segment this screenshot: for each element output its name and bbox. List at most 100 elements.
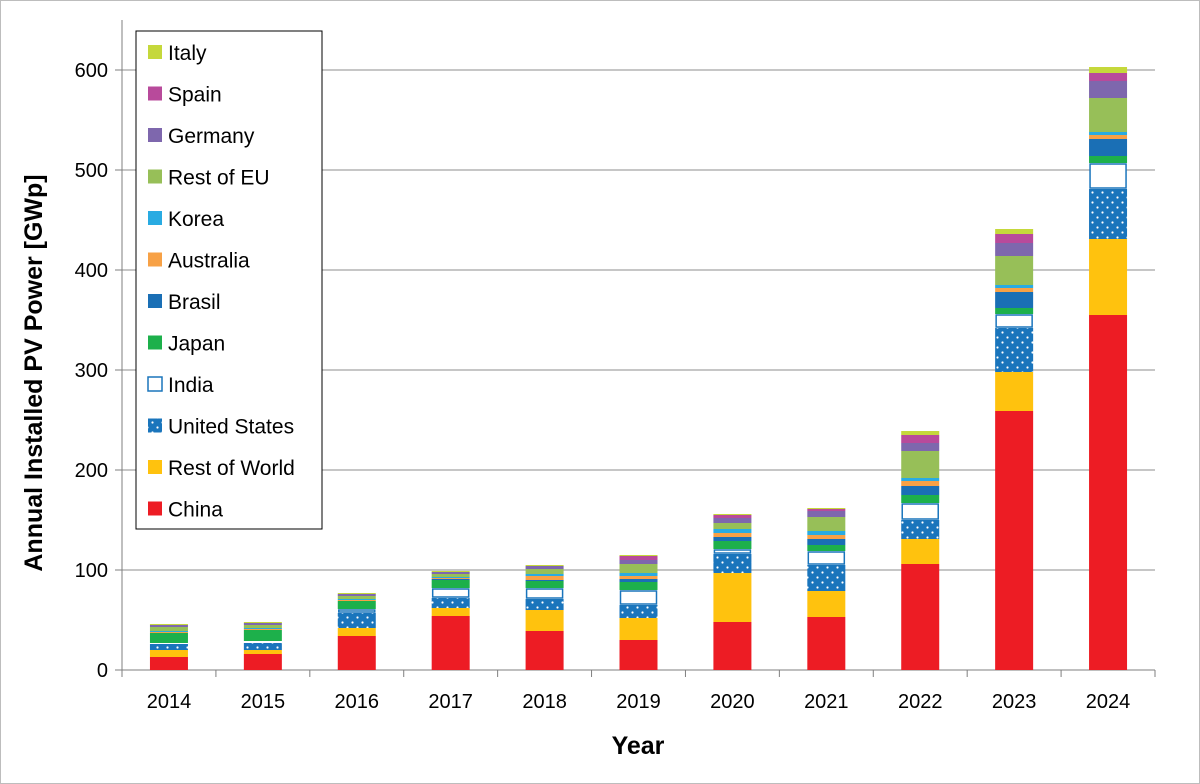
bar-segment-china: [995, 411, 1034, 670]
bar-segment-united-states: [1089, 189, 1128, 239]
x-tick-label: 2020: [710, 691, 755, 713]
legend-swatch-china: [148, 501, 162, 516]
bar-segment-spain: [619, 556, 658, 560]
bar-segment-germany: [619, 560, 658, 564]
bar-segment-india: [995, 314, 1033, 328]
bar-segment-italy: [1089, 67, 1128, 73]
bar-segment-australia: [807, 535, 846, 539]
bar-segment-united-states: [995, 328, 1034, 372]
x-tick-label: 2022: [898, 691, 943, 713]
bar-segment-australia: [901, 481, 940, 486]
bar-segment-rest-of-eu: [525, 569, 564, 574]
bar-segment-rest-of-world: [1089, 239, 1128, 315]
bar-segment-china: [1089, 315, 1128, 670]
x-tick-label: 2017: [428, 691, 473, 713]
bar-segment-brasil: [807, 539, 846, 545]
bar-segment-rest-of-world: [807, 591, 846, 617]
bar-segment-japan: [901, 495, 940, 503]
bar-segment-united-states: [619, 605, 658, 618]
bar-segment-rest-of-eu: [149, 627, 188, 631]
legend-swatch-brasil: [148, 294, 162, 308]
bar-segment-korea: [431, 577, 470, 578]
bar-segment-china: [807, 617, 846, 670]
legend-label: Japan: [168, 333, 225, 356]
bar-segment-india: [713, 549, 752, 554]
bar-segment-japan: [337, 601, 376, 609]
bar-segment-germany: [431, 572, 470, 574]
bar-segment-india: [338, 609, 376, 613]
legend: Italy Spain Germany Rest of EU Korea Australi…: [135, 30, 323, 530]
x-tick-label: 2021: [804, 691, 849, 713]
bar-segment-korea: [149, 631, 188, 632]
bar-segment-india: [431, 588, 470, 598]
bar-segment-china: [619, 640, 658, 670]
bar-segment-korea: [337, 599, 376, 600]
bar-segment-united-states: [149, 644, 188, 650]
legend-label: India: [168, 374, 214, 397]
bar-segment-germany: [901, 443, 940, 451]
bar-segment-brasil: [901, 486, 940, 495]
bar-segment-rest-of-world: [243, 650, 282, 654]
bar-segment-korea: [525, 574, 564, 576]
bar-segment-korea: [243, 628, 282, 629]
bar-segment-rest-of-world: [713, 573, 752, 622]
legend-swatch-rest-of-eu: [148, 169, 162, 184]
bar-segment-spain: [901, 435, 940, 443]
bar-segment-united-states: [337, 613, 376, 628]
legend-label: Brasil: [168, 291, 221, 314]
y-tick-label: 200: [75, 460, 108, 482]
bar-segment-italy: [713, 514, 752, 515]
bar-segment-japan: [1089, 156, 1128, 163]
bar-segment-rest-of-eu: [337, 596, 376, 599]
bar-segment-italy: [525, 565, 564, 566]
bar-segment-brasil: [619, 579, 658, 582]
bar-segment-rest-of-eu: [243, 625, 282, 628]
bar-segment-japan: [431, 580, 470, 588]
bar-segment-china: [713, 622, 752, 670]
bar-segment-australia: [995, 288, 1034, 292]
bar-segment-japan: [525, 581, 564, 588]
bar-segment-spain: [995, 234, 1034, 243]
bar-segment-italy: [807, 508, 846, 509]
bar-segment-italy: [149, 624, 188, 625]
bar-segment-japan: [619, 582, 658, 590]
legend-label: Spain: [168, 84, 222, 107]
bar-segment-brasil: [431, 579, 470, 580]
bar-segment-china: [337, 636, 376, 670]
legend-label: Italy: [168, 42, 207, 65]
bars: [149, 67, 1128, 670]
bar-segment-spain: [807, 509, 846, 511]
bar-segment-rest-of-eu: [713, 523, 752, 529]
bar-segment-australia: [619, 576, 658, 579]
legend-label: Korea: [168, 208, 224, 231]
x-axis-title: Year: [612, 732, 665, 760]
bar-segment-italy: [431, 571, 470, 572]
bar-segment-germany: [149, 625, 188, 627]
legend-swatch-korea: [148, 211, 162, 225]
bar-segment-korea: [713, 529, 752, 533]
legend-label: Rest of World: [168, 457, 295, 480]
bar-segment-rest-of-world: [995, 372, 1034, 411]
bar-segment-brasil: [525, 580, 564, 581]
bar-segment-spain: [1089, 73, 1128, 81]
y-tick-label: 100: [75, 560, 108, 582]
bar-segment-germany: [243, 623, 282, 625]
bar-segment-italy: [901, 431, 940, 435]
bar-segment-australia: [713, 533, 752, 537]
bar-segment-australia: [243, 629, 282, 630]
bar-segment-germany: [525, 566, 564, 569]
bar-segment-united-states: [525, 599, 564, 610]
bar-segment-japan: [243, 630, 282, 641]
bar-segment-brasil: [995, 292, 1034, 308]
y-axis-title: Annual Installed PV Power [GWp]: [20, 174, 48, 571]
bar-segment-japan: [149, 633, 188, 643]
bar-segment-germany: [995, 243, 1034, 256]
bar-segment-rest-of-eu: [431, 574, 470, 577]
bar-segment-united-states: [243, 643, 282, 650]
bar-segment-brasil: [713, 537, 752, 541]
bar-segment-spain: [713, 515, 752, 518]
bar-segment-united-states: [713, 554, 752, 573]
y-tick-label: 600: [75, 60, 108, 82]
bar-segment-rest-of-eu: [995, 256, 1034, 285]
